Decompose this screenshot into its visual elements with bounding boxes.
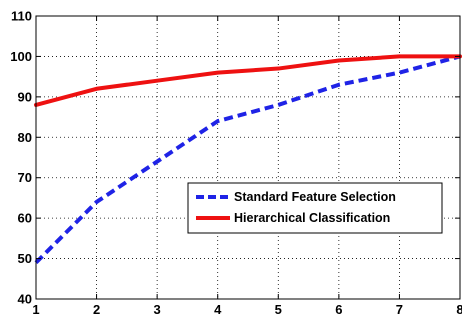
data-point-standard-feature-selection bbox=[338, 84, 339, 85]
plot-background bbox=[36, 16, 460, 299]
y-tick-label: 110 bbox=[11, 9, 32, 24]
data-point-hierarchical-classification bbox=[217, 72, 218, 73]
x-tick-label: 7 bbox=[396, 302, 403, 317]
x-tick-label: 2 bbox=[93, 302, 100, 317]
x-tick-label: 1 bbox=[32, 302, 39, 317]
y-tick-label: 90 bbox=[18, 89, 32, 104]
legend-label: Hierarchical Classification bbox=[234, 211, 390, 225]
legend-box bbox=[187, 182, 443, 234]
data-point-hierarchical-classification bbox=[96, 88, 97, 89]
y-tick-label: 40 bbox=[18, 292, 32, 307]
data-point-standard-feature-selection bbox=[399, 72, 400, 73]
data-point-standard-feature-selection bbox=[157, 161, 158, 162]
y-tick-label: 80 bbox=[18, 130, 32, 145]
legend: Standard Feature Selection Hierarchical C… bbox=[187, 182, 443, 234]
data-point-hierarchical-classification bbox=[338, 60, 339, 61]
x-tick-label: 3 bbox=[154, 302, 161, 317]
x-tick-label: 4 bbox=[214, 302, 222, 317]
data-point-standard-feature-selection bbox=[278, 104, 279, 105]
x-tick-label: 8 bbox=[456, 302, 462, 317]
series-lines bbox=[34, 54, 462, 265]
data-point-hierarchical-classification bbox=[278, 68, 279, 69]
y-tick-label: 70 bbox=[18, 170, 32, 185]
data-point-standard-feature-selection bbox=[217, 121, 218, 122]
data-point-hierarchical-classification bbox=[399, 56, 400, 57]
data-point-hierarchical-classification bbox=[157, 80, 158, 81]
y-tick-label: 100 bbox=[10, 49, 32, 64]
series-line-standard-feature-selection bbox=[34, 54, 461, 265]
axis-ticks: 40 50 60 70 80 90 100 110 1 2 3 4 5 6 7 8 bbox=[10, 9, 462, 318]
x-tick-label: 5 bbox=[275, 302, 282, 317]
data-point-standard-feature-selection bbox=[96, 201, 97, 202]
x-tick-label: 6 bbox=[335, 302, 342, 317]
series-line-hierarchical-classification bbox=[34, 54, 462, 107]
y-tick-label: 60 bbox=[18, 211, 32, 226]
plot-frame bbox=[35, 15, 461, 300]
y-tick-label: 50 bbox=[18, 251, 32, 266]
legend-label: Standard Feature Selection bbox=[234, 190, 396, 204]
